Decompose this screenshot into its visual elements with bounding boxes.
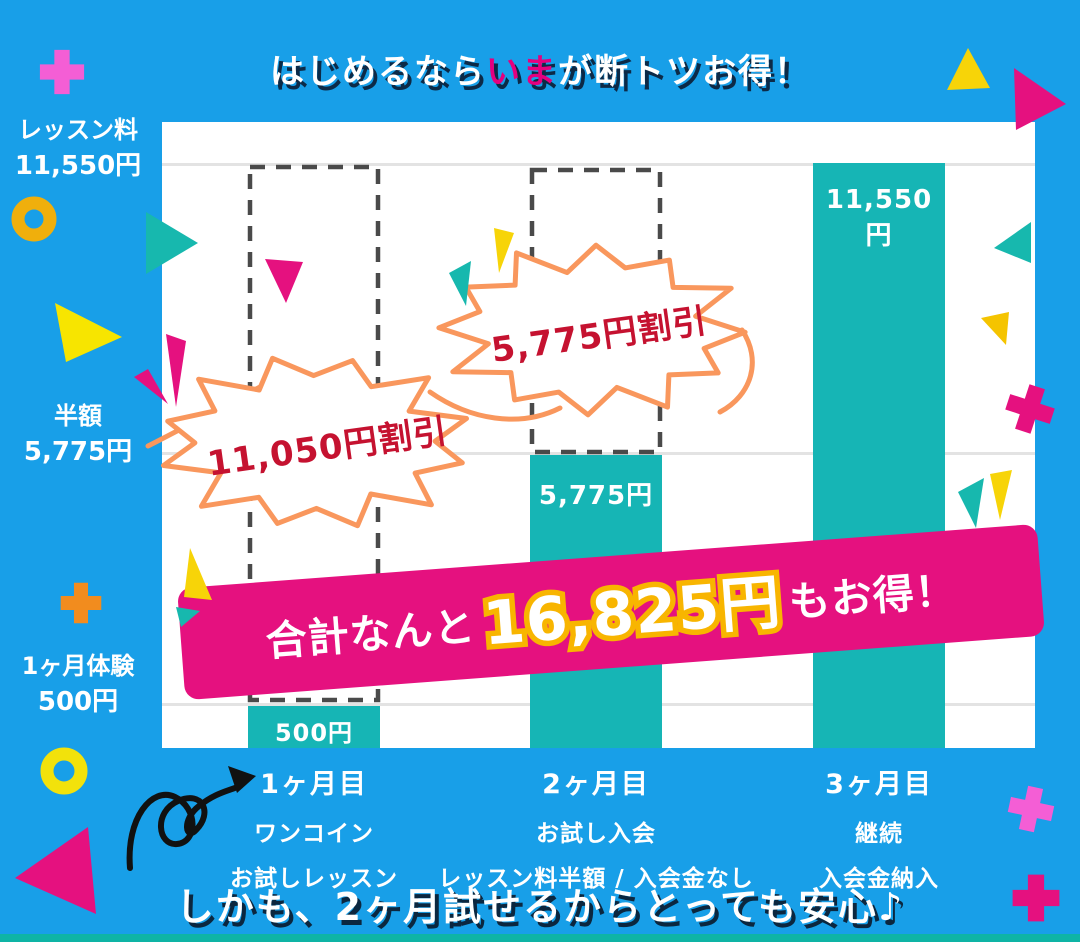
bar-value-label: 11,550円 xyxy=(825,185,933,251)
title-highlight: いま xyxy=(486,52,558,92)
bar-month1: 500円 xyxy=(248,706,380,748)
donut-icon xyxy=(11,196,57,242)
x-month-label: 3ヶ月目 xyxy=(825,769,933,800)
x-desc-line1: 継続 xyxy=(855,821,903,847)
donut-icon xyxy=(40,747,88,795)
banner-prefix: 合計なんと xyxy=(264,602,478,666)
y-label-line1: 1ヶ月体験 xyxy=(21,652,135,680)
x-month-label: 2ヶ月目 xyxy=(542,769,650,800)
y-axis-label-full-price: レッスン料 11,550円 xyxy=(2,112,154,184)
y-label-line2: 11,550円 xyxy=(14,151,142,181)
x-month-label: 1ヶ月目 xyxy=(260,769,368,800)
footer-note: しかも、2ヶ月試せるからとっても安心♪ xyxy=(175,885,905,929)
banner-amount: 16,825円 16,825円 xyxy=(475,553,789,664)
x-desc-line1: ワンコイン xyxy=(254,821,374,847)
y-label-line2: 500円 xyxy=(37,687,119,717)
x-axis-group-month1: 1ヶ月目 ワンコイン お試しレッスン xyxy=(164,762,464,893)
x-axis-group-month2: 2ヶ月目 お試し入会 レッスン料半額 / 入会金なし xyxy=(416,762,776,893)
page-title: はじめるならいまが断トツお得！ xyxy=(0,44,1080,93)
x-desc-line2: レッスン料半額 / 入会金なし xyxy=(438,866,754,892)
y-axis-label-half-price: 半額 5,775円 xyxy=(2,398,154,470)
triangle-icon xyxy=(55,303,122,362)
bar-value-label: 5,775円 xyxy=(538,481,654,511)
title-part2: が断トツお得！ xyxy=(558,52,810,92)
x-axis-group-month3: 3ヶ月目 継続 入会金納入 xyxy=(729,762,1029,893)
title-part1: はじめるなら xyxy=(270,52,486,92)
y-axis-label-trial-price: 1ヶ月体験 500円 xyxy=(2,648,154,720)
y-label-line1: レッスン料 xyxy=(18,116,138,144)
banner-suffix: もお得！ xyxy=(787,566,959,627)
y-label-line1: 半額 xyxy=(54,402,102,430)
bar-value-label: 500円 xyxy=(274,719,354,747)
x-desc-line1: お試し入会 xyxy=(536,821,656,847)
plus-icon xyxy=(60,582,102,624)
bottom-teal-strip xyxy=(0,934,1080,942)
bar-month3: 11,550円 xyxy=(813,163,945,748)
gridline-11550 xyxy=(162,163,1035,166)
y-label-line2: 5,775円 xyxy=(23,437,133,467)
x-desc-line2: 入会金納入 xyxy=(819,866,939,892)
x-desc-line2: お試しレッスン xyxy=(230,866,398,892)
